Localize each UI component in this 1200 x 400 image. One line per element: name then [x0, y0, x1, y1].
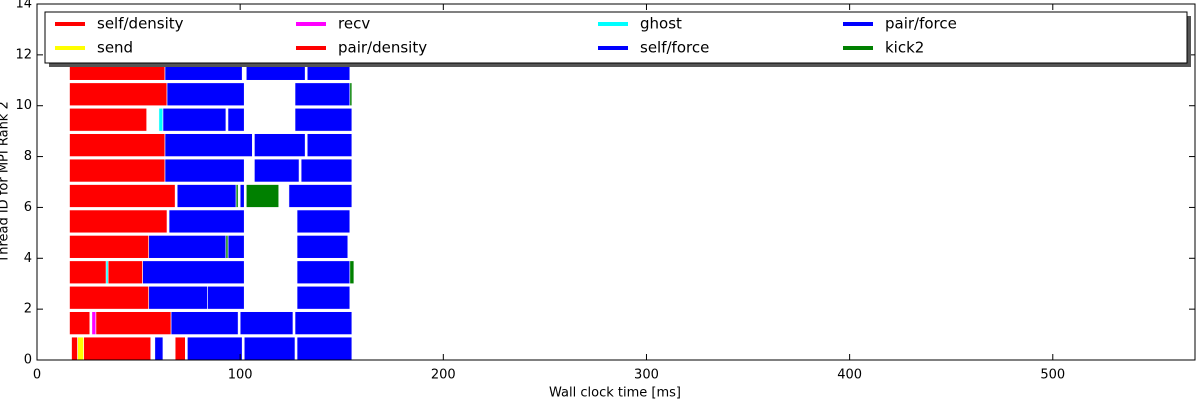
task-bar	[288, 184, 353, 208]
task-bar	[69, 184, 176, 208]
task-bar	[166, 82, 245, 107]
legend-label: self/density	[97, 15, 184, 33]
legend-label: self/force	[640, 39, 709, 57]
task-bar	[69, 133, 166, 157]
task-bar	[154, 336, 164, 361]
x-tick-label: 100	[228, 368, 253, 383]
legend-label: kick2	[885, 39, 924, 57]
task-bar	[294, 107, 353, 132]
task-bar	[77, 336, 85, 361]
task-bar	[296, 336, 353, 361]
task-bar	[239, 311, 294, 335]
y-tick-label: 8	[24, 149, 32, 164]
legend-label: ghost	[640, 15, 682, 33]
task-bar	[294, 311, 353, 335]
task-bar	[148, 235, 227, 259]
task-bar	[254, 158, 300, 183]
task-bar	[294, 82, 351, 107]
task-bar	[69, 107, 148, 132]
y-tick-label: 14	[15, 0, 32, 12]
task-bar	[207, 285, 245, 310]
task-bar	[170, 311, 239, 335]
task-bar	[187, 336, 243, 361]
task-bar	[83, 336, 152, 361]
legend-label: pair/density	[338, 39, 427, 57]
task-bar	[174, 336, 186, 361]
task-bar	[168, 209, 245, 234]
task-bar	[235, 184, 239, 208]
x-tick-label: 200	[431, 368, 456, 383]
plot-frame	[36, 3, 1196, 361]
x-tick-label: 500	[1040, 368, 1065, 383]
x-tick-label: 0	[33, 368, 41, 383]
y-tick-label: 2	[24, 302, 32, 317]
task-bar	[176, 184, 237, 208]
task-bar	[162, 107, 227, 132]
task-bar	[349, 260, 355, 285]
task-bar	[69, 285, 150, 310]
task-bar	[245, 184, 280, 208]
task-bar	[243, 336, 296, 361]
task-bar	[69, 158, 166, 183]
task-bar	[296, 285, 351, 310]
x-axis-label: Wall clock time [ms]	[549, 386, 681, 400]
task-bar	[225, 235, 229, 259]
task-bar	[105, 260, 109, 285]
task-bar	[296, 235, 349, 259]
task-bar	[227, 107, 245, 132]
y-tick-label: 4	[24, 251, 32, 266]
y-axis-label: Thread ID for MPI Rank 2	[0, 101, 12, 263]
task-bar	[306, 133, 353, 157]
y-tick-label: 6	[24, 200, 32, 215]
x-tick-label: 400	[837, 368, 862, 383]
task-bar	[69, 235, 150, 259]
task-bar	[349, 82, 353, 107]
task-bar	[296, 260, 351, 285]
task-bar	[227, 235, 245, 259]
y-tick-label: 0	[24, 353, 32, 368]
legend-label: send	[97, 39, 133, 57]
legend-label: pair/force	[885, 15, 957, 33]
task-bar	[296, 209, 351, 234]
y-tick-label: 10	[15, 98, 32, 113]
task-bar	[69, 311, 91, 335]
task-bar	[254, 133, 306, 157]
legend-label: recv	[338, 15, 370, 33]
task-bar	[239, 184, 245, 208]
x-tick-label: 300	[634, 368, 659, 383]
task-bar	[300, 158, 353, 183]
task-bar	[91, 311, 97, 335]
y-tick-label: 12	[15, 47, 32, 62]
task-bar	[142, 260, 245, 285]
task-bar	[148, 285, 208, 310]
task-bar	[95, 311, 172, 335]
task-bar	[71, 336, 78, 361]
task-bar	[164, 133, 253, 157]
task-bar	[164, 158, 245, 183]
task-bar	[69, 209, 168, 234]
legend-box	[44, 11, 1188, 64]
task-bar	[69, 82, 168, 107]
legend: self/density send recv pair/density ghost sel…	[44, 11, 1191, 67]
task-bar	[158, 107, 164, 132]
